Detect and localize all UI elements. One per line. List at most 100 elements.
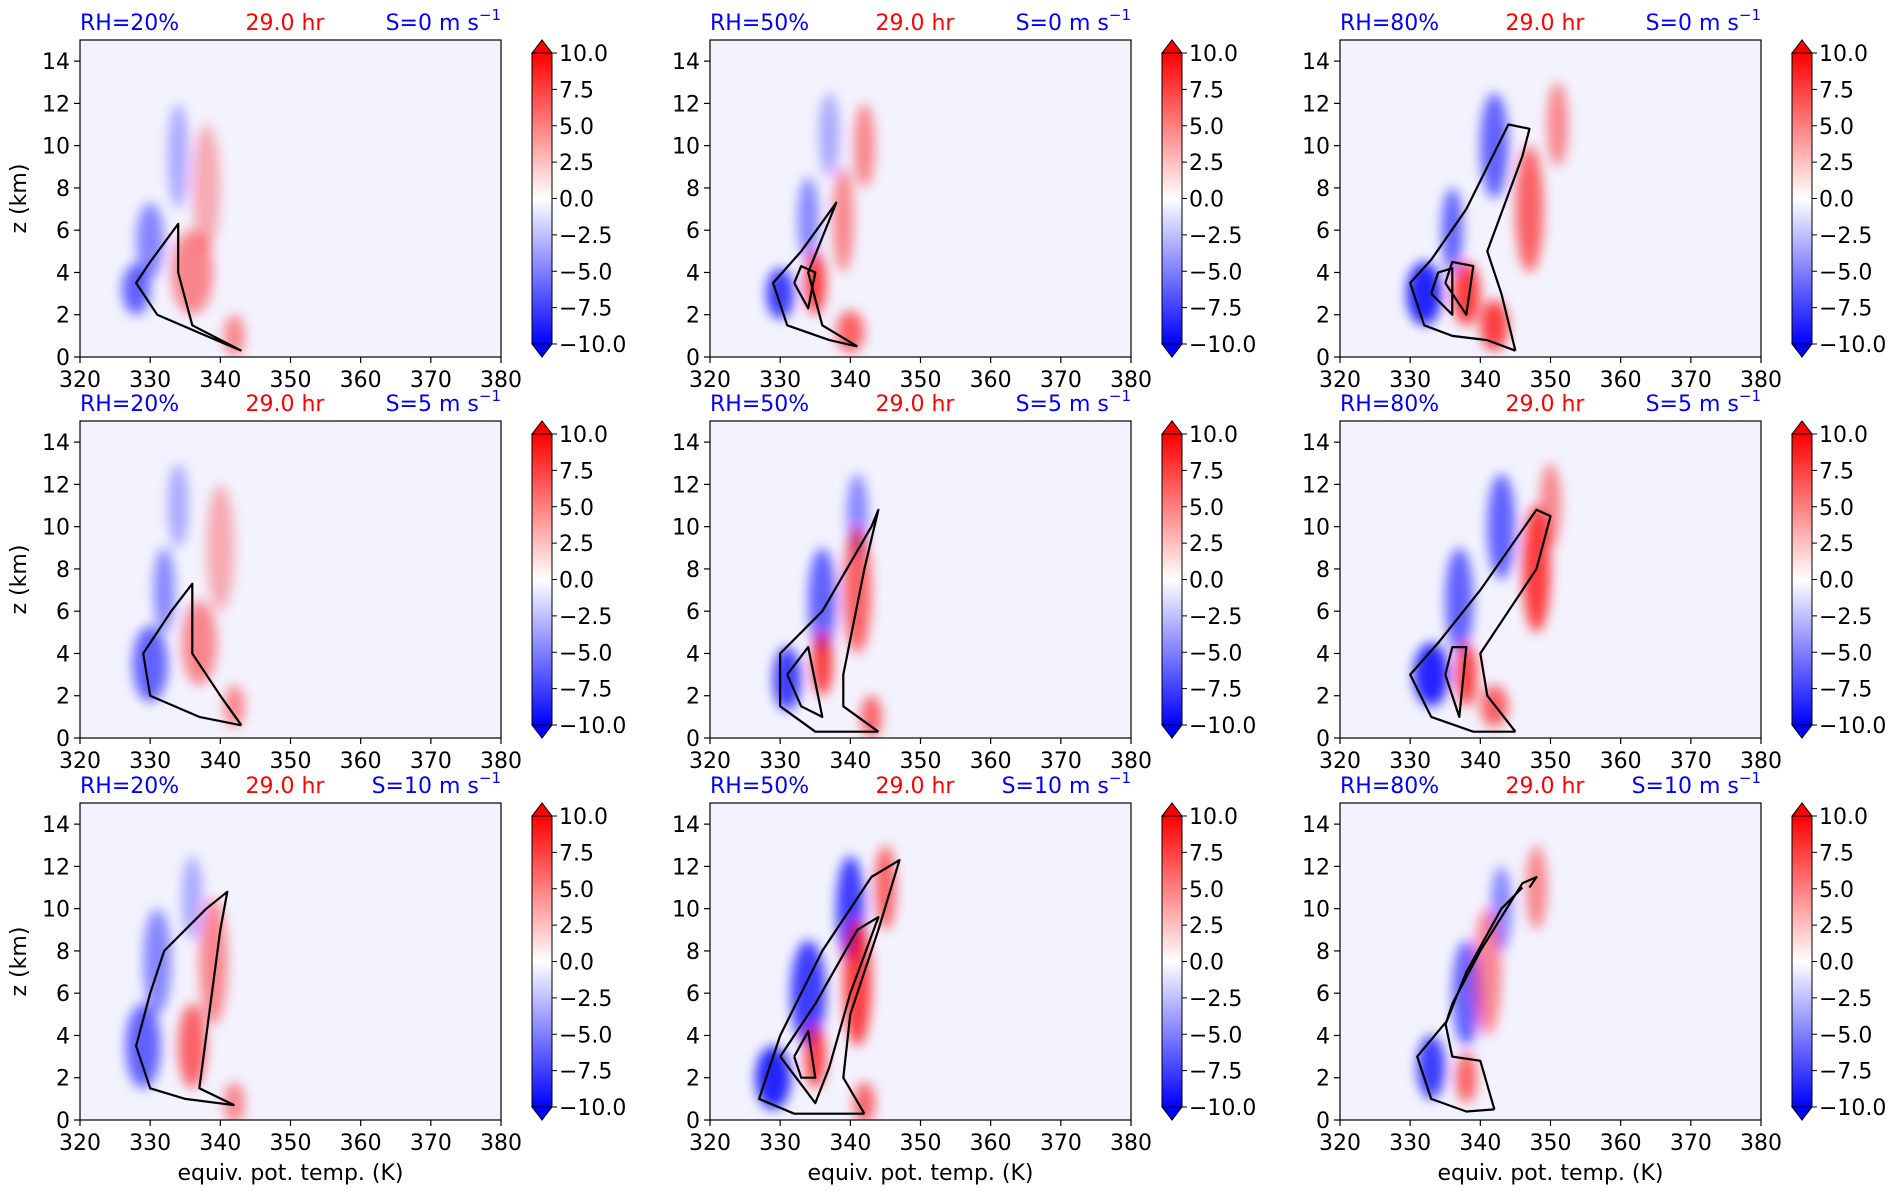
contour-line (793, 265, 817, 310)
y-tick-label: 12 (42, 855, 70, 880)
negative-anomaly (1452, 940, 1481, 1047)
colorbar-gradient (532, 53, 552, 344)
y-tick-label: 14 (672, 813, 700, 838)
y-tick-label: 6 (1316, 600, 1330, 625)
title-shear-prefix: S=10 m s (1632, 774, 1739, 799)
negative-anomaly (122, 264, 151, 315)
x-axis-label: equiv. pot. temp. (K) (1437, 1161, 1663, 1186)
colorbar-tick-label: 5.0 (559, 878, 594, 903)
positive-anomaly (223, 685, 245, 728)
y-tick-label: 0 (1316, 727, 1330, 752)
colorbar-tick-label: 0.0 (559, 188, 594, 213)
contour-line (779, 916, 880, 1105)
positive-anomaly (843, 919, 872, 1047)
x-tick-label: 320 (59, 368, 101, 393)
colorbar-tick-label: −2.5 (559, 987, 612, 1012)
x-tick-label: 330 (1389, 368, 1431, 393)
x-tick-label: 350 (1530, 1131, 1572, 1156)
y-tick-label: 14 (42, 431, 70, 456)
title-shear-prefix: S=5 m s (1016, 392, 1109, 417)
colorbar-extend-min (1160, 343, 1184, 358)
title-shear-prefix: S=0 m s (386, 11, 479, 36)
title-shear-prefix: S=0 m s (1646, 11, 1739, 36)
y-tick-label: 8 (1316, 558, 1330, 583)
contour-line (142, 582, 243, 727)
y-tick-label: 12 (1302, 92, 1330, 117)
x-tick-label: 320 (1319, 749, 1361, 774)
y-axis-label: z (km) (7, 545, 32, 615)
x-tick-label: 320 (1319, 368, 1361, 393)
colorbar-tick-label: −10.0 (1189, 714, 1256, 739)
panel-5: 320 330 340 350 360 370 380 0 2 4 6 8 10 12 14 RH=50% 29… (672, 387, 1256, 774)
title-time: 29.0 hr (246, 392, 326, 417)
colorbar: 10.0 7.5 5.0 2.5 0.0 −2.5 −5.0 −7.5 −10.0 (1160, 802, 1256, 1121)
x-tick-label: 370 (1040, 368, 1082, 393)
y-tick-label: 14 (42, 813, 70, 838)
x-tick-label: 340 (1459, 368, 1501, 393)
contour-line (135, 890, 235, 1107)
colorbar-tick-label: 5.0 (1819, 878, 1854, 903)
x-tick-label: 360 (970, 1131, 1012, 1156)
negative-anomaly (125, 1003, 161, 1089)
colorbar: 10.0 7.5 5.0 2.5 0.0 −2.5 −5.0 −7.5 −10.0 (1790, 420, 1886, 739)
y-tick-label: 0 (1316, 1109, 1330, 1134)
colorbar-tick-label: 2.5 (1189, 914, 1224, 939)
y-tick-label: 4 (686, 1024, 700, 1049)
y-tick-label: 2 (56, 685, 70, 710)
colorbar-extend-min (1790, 343, 1814, 358)
title-rh: RH=80% (1340, 774, 1439, 799)
colorbar-tick-label: −5.0 (1819, 1023, 1872, 1048)
title-rh: RH=50% (710, 392, 809, 417)
y-tick-label: 12 (42, 92, 70, 117)
colorbar-tick-label: 0.0 (1819, 951, 1854, 976)
x-tick-label: 360 (970, 749, 1012, 774)
y-tick-label: 4 (1316, 1024, 1330, 1049)
negative-anomaly (153, 547, 175, 633)
contour-line (135, 222, 242, 352)
colorbar-extend-max (1790, 802, 1814, 817)
y-tick-label: 10 (1302, 516, 1330, 541)
anomaly-blobs (1417, 845, 1547, 1104)
y-axis-label: z (km) (7, 164, 32, 234)
colorbar-tick-label: 10.0 (1189, 423, 1238, 448)
title-rh: RH=20% (80, 774, 179, 799)
colorbar-tick-label: −2.5 (559, 605, 612, 630)
colorbar-tick-label: −7.5 (1819, 678, 1872, 703)
anomaly-field (755, 845, 901, 1120)
panel-3: 320 330 340 350 360 370 380 0 2 4 6 8 10 12 14 RH=80% 29… (1302, 6, 1886, 393)
title-shear-prefix: S=5 m s (386, 392, 479, 417)
colorbar-tick-label: 10.0 (1189, 42, 1238, 67)
plot-area (1340, 40, 1761, 357)
y-tick-label: 4 (56, 1024, 70, 1049)
y-tick-label: 14 (1302, 50, 1330, 75)
colorbar-tick-label: 5.0 (1819, 115, 1854, 140)
anomaly-field (1416, 845, 1547, 1113)
colorbar-extend-max (530, 420, 554, 435)
x-tick-label: 340 (199, 1131, 241, 1156)
anomaly-field (132, 463, 245, 728)
title-shear-exponent: −1 (1109, 387, 1131, 405)
negative-anomaly (1417, 1035, 1446, 1099)
x-tick-label: 340 (1459, 1131, 1501, 1156)
colorbar-tick-label: 5.0 (559, 115, 594, 140)
title-time: 29.0 hr (246, 774, 326, 799)
contour-line (779, 508, 880, 733)
title-rh: RH=80% (1340, 392, 1439, 417)
y-tick-label: 8 (56, 940, 70, 965)
title-shear: S=0 m s−1 (1016, 6, 1131, 36)
positive-anomaly (1455, 1052, 1477, 1104)
colorbar-tick-label: 7.5 (1189, 459, 1224, 484)
colorbar-tick-label: 7.5 (559, 841, 594, 866)
colorbar-tick-label: 7.5 (1189, 841, 1224, 866)
panel-9: 320 330 340 350 360 370 380 0 2 4 6 8 10 12 14 RH=80% 29… (1302, 769, 1886, 1186)
colorbar-tick-label: −10.0 (1819, 714, 1886, 739)
colorbar-tick-label: −7.5 (1189, 678, 1242, 703)
anomaly-blobs (773, 473, 882, 738)
x-axis-label: equiv. pot. temp. (K) (807, 1161, 1033, 1186)
x-tick-label: 370 (1670, 1131, 1712, 1156)
contour-line (793, 1030, 817, 1079)
x-tick-label: 380 (480, 368, 522, 393)
colorbar-extend-max (1160, 420, 1184, 435)
title-rh: RH=80% (1340, 11, 1439, 36)
plot-area (710, 421, 1131, 738)
